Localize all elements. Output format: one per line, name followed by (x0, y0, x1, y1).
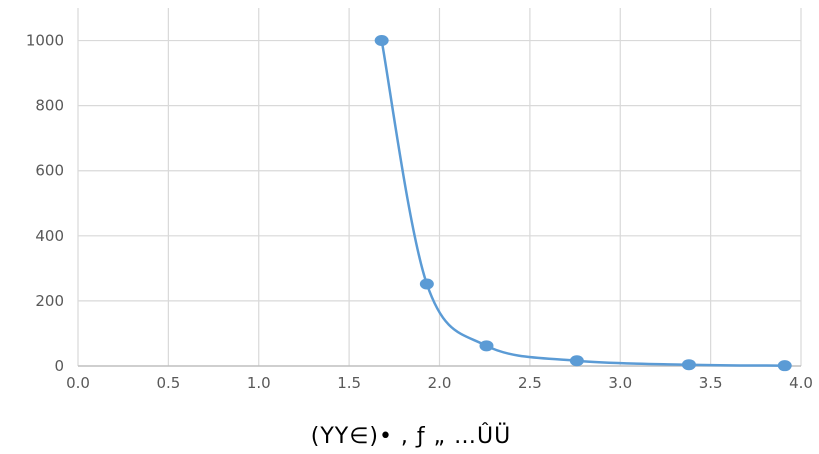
data-point (419, 278, 434, 290)
y-tick-label: 200 (35, 292, 64, 310)
x-tick-label: 3.0 (608, 374, 632, 392)
series-line (380, 40, 785, 367)
data-point (374, 35, 389, 47)
y-tick-label: 0 (54, 357, 64, 375)
y-tick-label: 600 (35, 162, 64, 180)
x-tick-label: 3.5 (699, 374, 723, 392)
x-tick-label: 2.0 (428, 374, 452, 392)
x-tick-label: 1.5 (337, 374, 361, 392)
data-point (777, 360, 792, 372)
tick-labels: 0.0 0.5 1.0 1.5 2.0 2.5 3.0 3.5 4.0 0 200 400 600 800… (26, 32, 813, 392)
data-points (374, 35, 792, 372)
x-tick-label: 2.5 (518, 374, 542, 392)
grid (77, 8, 802, 367)
y-tick-label: 1000 (26, 32, 64, 50)
x-tick-label: 0.0 (66, 374, 90, 392)
x-axis-label: (YY∈)• , ƒ „ …ÛÜ (311, 423, 512, 449)
data-point (681, 359, 696, 371)
x-tick-label: 1.0 (247, 374, 271, 392)
x-tick-label: 4.0 (789, 374, 813, 392)
y-tick-label: 400 (35, 227, 64, 245)
x-tick-label: 0.5 (156, 374, 180, 392)
data-point (479, 340, 494, 352)
data-point (569, 355, 584, 367)
y-tick-label: 800 (35, 97, 64, 115)
